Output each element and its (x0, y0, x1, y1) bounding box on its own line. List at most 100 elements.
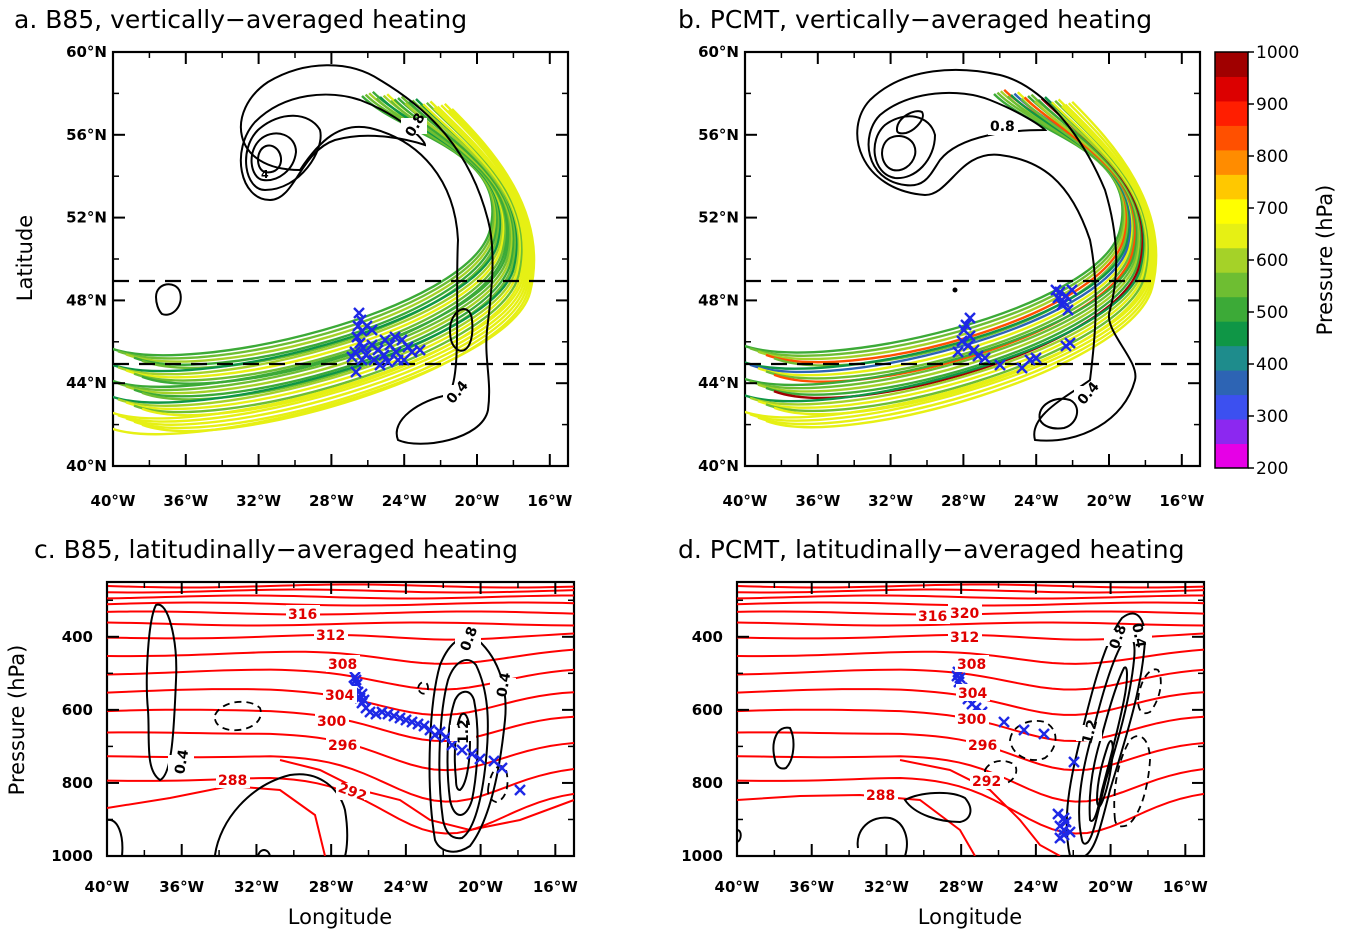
contour-label-bg (1104, 630, 1130, 646)
panel-c-title: c. B85, latitudinally−averaged heating (34, 535, 518, 564)
trajectory (113, 107, 527, 420)
contour-label: 0.4 (494, 671, 514, 698)
x-tick-label: 36°W (163, 492, 208, 510)
x-tick-label: 28°W (309, 492, 354, 510)
heating-contour (1038, 397, 1079, 430)
departure-marker (1050, 284, 1062, 296)
x-tick-label: 28°W (309, 878, 354, 896)
trajectory (745, 105, 1153, 419)
departure-marker (1018, 724, 1030, 736)
departure-marker (392, 354, 404, 366)
departure-marker (406, 346, 418, 358)
label-bg (326, 736, 360, 753)
panel-c-negative-contours (213, 681, 509, 803)
contour-label-bg (490, 678, 516, 694)
trajectory (125, 103, 522, 411)
y-tick-label: 52°N (698, 209, 739, 227)
heating-contour (446, 690, 479, 816)
trajectory (765, 98, 1143, 396)
colorbar-swatch (1215, 443, 1248, 469)
label-bg (326, 655, 360, 672)
y-tick-label: 56°N (698, 126, 739, 144)
y-tick-label: 44°N (66, 374, 107, 392)
departure-marker (418, 720, 430, 732)
y-tick-label: 48°N (698, 291, 739, 309)
panel-b: 0.8 0.4 40°W 36°W 32°W 28°W 24°W 20°W 16°W 40°N… (698, 43, 1205, 510)
panel-d-ticks: 40°W 36°W 32°W 28°W 24°W 20°W 16°W 400 600 800 100… (681, 582, 1208, 896)
y-tick-label: 60°N (698, 43, 739, 61)
contour-label: 4 (261, 168, 269, 181)
heating-contour (438, 659, 489, 840)
y-tick-label: 48°N (66, 291, 107, 309)
heating-contour (154, 283, 182, 316)
panel-d: 316 320 312 308 304 300 296 292 288 0.8 (681, 580, 1208, 929)
heating-contour (896, 110, 924, 135)
isentrope (107, 784, 326, 856)
negative-heating-contour (213, 700, 262, 732)
isentrope-label: 316 (288, 607, 317, 623)
x-tick-label: 32°W (864, 878, 909, 896)
isentrope-label: 316 (918, 609, 947, 625)
colorbar-swatch (1215, 394, 1248, 420)
contour-label-bg (1074, 386, 1100, 402)
x-tick-label: 32°W (868, 492, 913, 510)
panel-b-plot-area: 0.8 0.4 (745, 68, 1200, 442)
contour-label: 0.4 (1075, 379, 1103, 408)
departure-marker (968, 344, 980, 356)
colorbar-tick-label: 300 (1256, 407, 1288, 427)
colorbar-swatch (1215, 370, 1248, 396)
heating-contour (856, 68, 1137, 442)
label-bg (955, 710, 989, 727)
panel-a: 0.8 0.4 4 40°W 36°W 32°W 28°W 24°W 20°W 16°W40… (13, 43, 573, 510)
heating-contour (145, 603, 178, 782)
y-tick-label: 400 (692, 628, 723, 646)
departure-marker (1064, 826, 1076, 838)
colorbar-swatch (1215, 52, 1248, 77)
isentrope (737, 583, 1204, 589)
isentrope-label: 304 (958, 686, 987, 702)
panel-c-ylabel: Pressure (hPa) (5, 645, 29, 796)
heating-contour (856, 816, 908, 856)
contour-label-bg (1076, 725, 1102, 741)
isentrope (737, 648, 1204, 665)
isentrope (899, 759, 1061, 856)
isentrope (737, 755, 1204, 803)
panel-a-ticks: 40°W 36°W 32°W 28°W 24°W 20°W 16°W 40°N 44°N 48°N… (66, 43, 573, 510)
departure-marker (964, 330, 976, 342)
label-bg (336, 783, 370, 800)
colorbar-swatch (1215, 247, 1248, 273)
departure-marker (358, 694, 370, 706)
panel-d-title: d. PCMT, latitudinally−averaged heating (678, 535, 1184, 564)
label-bg (323, 686, 357, 703)
label-bg (948, 628, 982, 645)
x-tick-label: 32°W (236, 492, 281, 510)
colorbar-tick-label: 500 (1256, 303, 1288, 323)
panel-c-frame (105, 580, 576, 858)
panel-b-markers (952, 284, 1078, 374)
trajectory (113, 95, 494, 357)
x-tick-label: 24°W (382, 492, 427, 510)
colorbar-swatch (1215, 125, 1248, 151)
panel-a-dashed-box (113, 279, 568, 366)
panel-a-markers (346, 307, 426, 378)
heating-contour (250, 132, 298, 182)
x-tick-label: 36°W (159, 878, 204, 896)
departure-marker (356, 354, 368, 366)
colorbar-swatch (1215, 321, 1248, 347)
contour-label-bg (401, 118, 427, 134)
label-bg (916, 607, 950, 624)
y-tick-label: 600 (692, 701, 723, 719)
contour-label-bg (443, 385, 469, 401)
x-tick-label: 16°W (527, 492, 572, 510)
panel-c-ticks: 40°W 36°W 32°W 28°W 24°W 20°W 16°W 400 600 800 100… (51, 582, 578, 896)
panel-d-negative-contours (984, 668, 1162, 828)
departure-marker (361, 320, 373, 332)
departure-marker (456, 744, 468, 756)
trajectory (113, 108, 536, 436)
heating-contour (214, 773, 349, 856)
contour-label: 1.2 (456, 719, 472, 744)
y-tick-label: 56°N (66, 126, 107, 144)
x-tick-label: 40°W (85, 878, 130, 896)
departure-marker (979, 352, 991, 364)
departure-marker (952, 346, 964, 358)
